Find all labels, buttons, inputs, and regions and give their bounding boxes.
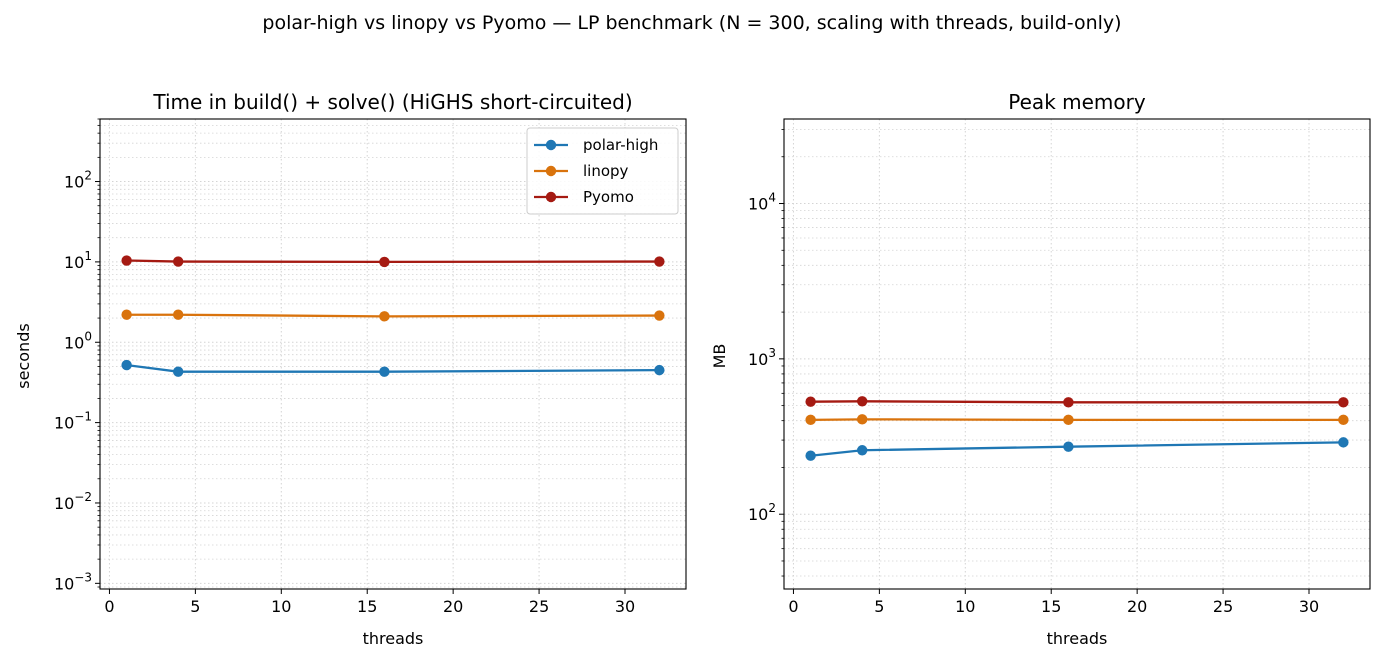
series-line-linopy: [810, 418, 1344, 421]
data-point: [1338, 414, 1349, 426]
data-point: [856, 445, 868, 456]
data-point: [856, 414, 868, 425]
data-point: [805, 414, 816, 426]
data-point: [1063, 397, 1074, 408]
series-linopy: [121, 309, 665, 322]
data-point: [654, 256, 665, 267]
legend-label: linopy: [583, 162, 629, 180]
data-point: [172, 366, 184, 377]
legend: polar-high linopy Pyomo: [526, 127, 679, 215]
y-tick-label: 10−2: [54, 490, 92, 513]
y-tick-label: 10−3: [54, 570, 92, 593]
data-point: [805, 396, 816, 407]
series-pyomo: [805, 396, 1349, 408]
x-tick-label: 20: [1127, 597, 1147, 616]
axes-time-ylabel: seconds: [14, 323, 33, 388]
y-tick-label: 102: [748, 501, 776, 524]
data-point: [172, 309, 184, 320]
data-point: [1338, 437, 1349, 448]
data-point: [1338, 397, 1349, 408]
x-tick-label: 10: [955, 597, 975, 616]
legend-marker: [545, 139, 557, 151]
data-point: [379, 311, 390, 322]
data-point: [121, 309, 132, 320]
axes-memory-grid: [784, 119, 1370, 589]
axes-time-xlabel: threads: [363, 629, 424, 648]
x-tick-label: 15: [1041, 597, 1061, 616]
axes-memory-frame: [783, 118, 1371, 590]
series-polar-high: [805, 437, 1349, 461]
y-tick-label: 100: [64, 329, 92, 352]
y-tick-label: 104: [748, 191, 776, 214]
x-tick-label: 30: [615, 597, 635, 616]
figure-suptitle: polar-high vs linopy vs Pyomo — LP bench…: [262, 12, 1121, 34]
data-point: [379, 256, 390, 268]
data-point: [654, 364, 665, 376]
legend-label: Pyomo: [583, 188, 634, 206]
data-point: [805, 450, 816, 461]
series-linopy: [805, 414, 1349, 426]
series-line-polar-high: [126, 363, 660, 373]
x-tick-label: 10: [271, 597, 291, 616]
data-point: [172, 256, 184, 267]
series-polar-high: [121, 359, 665, 377]
axes-memory: Peak memory threads MB 0 5 10 15 20 25 30 102 10…: [710, 90, 1371, 648]
axes-memory-xlabel: threads: [1047, 629, 1108, 648]
x-tick-label: 0: [788, 597, 798, 616]
axes-time-frame: [99, 118, 687, 590]
legend-marker: [545, 191, 557, 203]
series-line-linopy: [126, 313, 660, 318]
x-tick-label: 15: [357, 597, 377, 616]
axes-time-grid: [100, 118, 686, 589]
data-point: [121, 255, 132, 266]
axes-memory-title: Peak memory: [1008, 90, 1146, 114]
series-line-pyomo: [126, 259, 660, 264]
data-point: [379, 366, 390, 377]
data-point: [856, 396, 868, 407]
data-point: [1063, 441, 1074, 452]
data-point: [654, 310, 665, 321]
x-tick-label: 5: [190, 597, 200, 616]
x-tick-label: 25: [529, 597, 549, 616]
y-tick-label: 103: [748, 346, 776, 369]
x-tick-label: 5: [874, 597, 884, 616]
data-point: [121, 359, 132, 371]
series-pyomo: [121, 255, 665, 268]
y-tick-label: 102: [64, 169, 92, 192]
axes-memory-ylabel: MB: [710, 344, 729, 369]
y-tick-label: 101: [64, 249, 92, 272]
legend-marker: [545, 165, 557, 177]
data-point: [1063, 414, 1074, 426]
axes-time-title: Time in build() + solve() (HiGHS short-c…: [152, 90, 632, 114]
series-line-pyomo: [810, 400, 1344, 404]
x-tick-label: 30: [1299, 597, 1319, 616]
axes-time: Time in build() + solve() (HiGHS short-c…: [14, 90, 687, 648]
legend-box: [526, 127, 679, 215]
x-tick-label: 20: [443, 597, 463, 616]
x-tick-label: 0: [104, 597, 114, 616]
y-tick-label: 10−1: [54, 410, 92, 433]
x-tick-label: 25: [1213, 597, 1233, 616]
series-line-polar-high: [810, 441, 1344, 457]
legend-label: polar-high: [583, 136, 658, 154]
